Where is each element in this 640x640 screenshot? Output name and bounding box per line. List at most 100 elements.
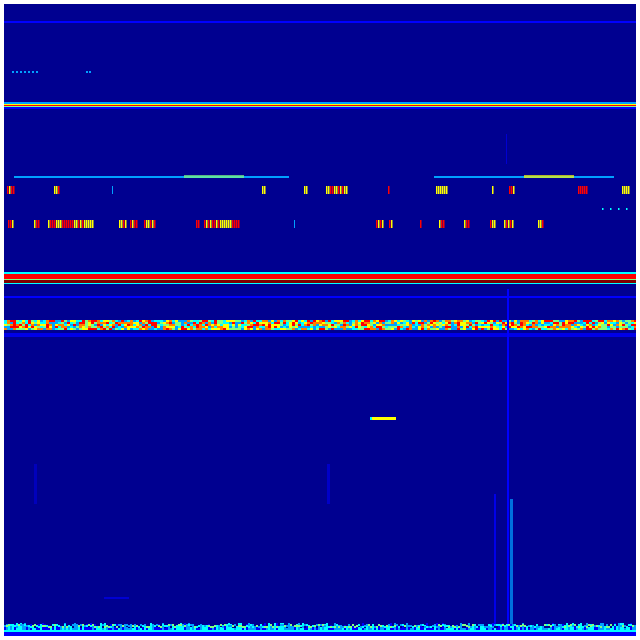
spectral-noise <box>96 626 98 628</box>
spectral-noise <box>410 628 412 630</box>
spectral-noise <box>166 326 169 328</box>
spectral-noise <box>442 623 444 630</box>
spectral-noise <box>118 628 120 630</box>
spectral-noise <box>37 320 40 322</box>
spectral-noise <box>448 320 451 322</box>
spectral-noise <box>254 628 256 630</box>
spectral-noise <box>280 322 283 324</box>
spectral-noise <box>364 320 367 322</box>
spectral-noise <box>37 328 40 330</box>
spectral-noise <box>198 628 200 630</box>
spectral-noise <box>330 626 332 628</box>
spectral-band <box>4 272 636 274</box>
spectral-noise <box>40 320 43 322</box>
spectral-noise <box>478 324 481 326</box>
spectral-noise <box>316 326 319 328</box>
spectral-noise <box>613 322 616 324</box>
spectral-noise <box>406 624 408 626</box>
spectral-noise <box>456 625 458 630</box>
spectral-noise <box>379 326 382 328</box>
spectral-noise <box>380 625 382 627</box>
spectral-noise <box>286 328 289 330</box>
spectral-block <box>74 220 76 228</box>
spectral-noise <box>424 320 427 322</box>
spectral-noise <box>48 626 50 628</box>
spectral-noise <box>274 322 277 324</box>
spectral-noise <box>181 322 184 324</box>
spectral-noise <box>187 322 190 324</box>
spectral-noise <box>169 322 172 324</box>
spectral-noise <box>556 626 558 628</box>
spectral-noise <box>295 322 298 324</box>
spectral-noise <box>31 320 34 322</box>
spectral-noise <box>481 322 484 324</box>
spectral-noise <box>481 324 484 326</box>
spectral-noise <box>118 624 120 626</box>
spectral-noise <box>349 326 352 328</box>
spectral-noise <box>34 326 37 328</box>
spectral-noise <box>308 626 310 628</box>
spectral-block <box>92 220 94 228</box>
spectral-noise <box>26 625 28 627</box>
spectral-block <box>234 220 236 228</box>
spectral-noise <box>91 328 94 330</box>
spectral-noise <box>196 322 199 324</box>
spectral-noise <box>574 320 577 322</box>
spectral-noise <box>300 628 302 630</box>
spectral-noise <box>244 626 246 628</box>
spectral-block <box>121 220 123 228</box>
spectral-noise <box>589 328 592 330</box>
spectral-noise <box>250 324 253 326</box>
spectral-noise <box>211 326 214 328</box>
spectral-noise <box>340 320 343 322</box>
spectral-noise <box>430 326 433 328</box>
spectral-noise <box>52 324 55 326</box>
spectral-noise <box>46 322 49 324</box>
spectral-noise <box>196 328 199 330</box>
spectral-noise <box>253 326 256 328</box>
spectral-noise <box>380 627 382 630</box>
spectral-noise <box>444 625 446 627</box>
spectral-noise <box>508 624 510 630</box>
spectral-noise <box>334 322 337 324</box>
spectral-noise <box>505 324 508 326</box>
spectral-dot <box>12 71 14 73</box>
spectral-noise <box>496 326 499 328</box>
spectral-noise <box>451 326 454 328</box>
spectral-noise <box>544 628 546 630</box>
spectral-noise <box>322 320 325 322</box>
spectral-block <box>468 220 470 228</box>
spectral-noise <box>358 320 361 322</box>
spectral-noise <box>562 320 565 322</box>
spectral-noise <box>73 322 76 324</box>
spectral-noise <box>49 326 52 328</box>
spectral-noise <box>517 322 520 324</box>
spectral-noise <box>538 320 541 322</box>
spectral-noise <box>290 625 292 630</box>
spectral-noise <box>176 625 178 627</box>
spectral-noise <box>94 320 97 322</box>
spectral-noise <box>436 320 439 322</box>
spectral-noise <box>294 625 296 627</box>
spectral-noise <box>415 328 418 330</box>
spectral-noise <box>272 626 274 628</box>
spectral-noise <box>60 627 62 630</box>
spectral-noise <box>235 328 238 330</box>
spectral-noise <box>562 326 565 328</box>
spectral-noise <box>277 328 280 330</box>
spectral-noise <box>61 328 64 330</box>
spectral-noise <box>544 624 546 626</box>
spectral-noise <box>52 328 55 330</box>
spectral-block <box>391 220 393 228</box>
spectral-noise <box>631 326 634 328</box>
spectral-block <box>136 220 138 228</box>
spectral-noise <box>247 328 250 330</box>
spectral-block <box>504 220 506 228</box>
spectral-noise <box>421 328 424 330</box>
spectral-noise <box>571 324 574 326</box>
spectral-noise <box>482 624 484 626</box>
spectral-noise <box>142 328 145 330</box>
spectral-noise <box>319 324 322 326</box>
spectral-noise <box>583 322 586 324</box>
spectral-noise <box>307 322 310 324</box>
